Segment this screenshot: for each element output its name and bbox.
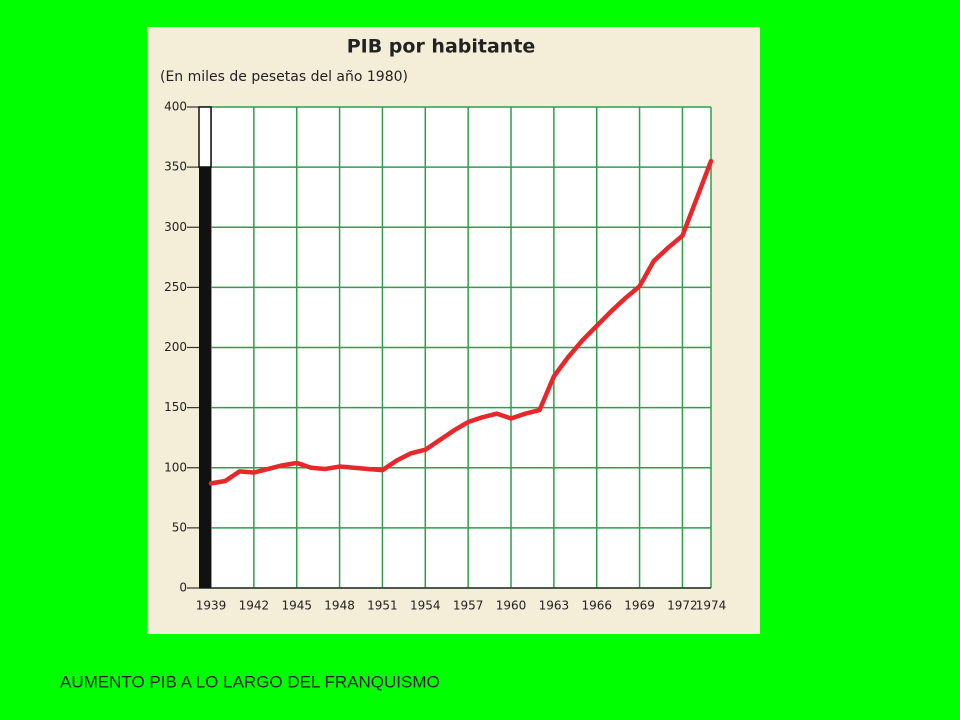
axis-strip	[199, 167, 211, 588]
x-tick-label: 1945	[281, 599, 312, 613]
y-tick-label: 200	[164, 340, 187, 354]
chart-subtitle: (En miles de pesetas del año 1980)	[160, 69, 408, 85]
x-tick-label: 1948	[324, 599, 355, 613]
axis-strip-top	[198, 106, 212, 168]
y-tick-label: 400	[164, 100, 187, 114]
y-tick-label: 350	[164, 160, 187, 174]
line	[208, 158, 714, 486]
x-tick-label: 1960	[496, 599, 527, 613]
x-tick-label: 1951	[367, 599, 398, 613]
y-tick-label: 150	[164, 400, 187, 414]
y-tick-label: 50	[172, 520, 187, 534]
caption: AUMENTO PIB A LO LARGO DEL FRANQUISMO	[60, 672, 440, 691]
x-tick-label: 1966	[581, 599, 612, 613]
y-tick-label: 0	[179, 581, 187, 595]
x-tick-label: 1963	[539, 599, 570, 613]
chart-title: PIB por habitante	[347, 36, 536, 58]
x-tick-label: 1974	[696, 599, 727, 613]
y-tick-label: 250	[164, 280, 187, 294]
y-tick-label: 300	[164, 220, 187, 234]
x-tick-label: 1954	[410, 599, 441, 613]
x-tick-label: 1942	[239, 599, 270, 613]
x-tick-label: 1969	[624, 599, 655, 613]
marks	[208, 158, 714, 486]
x-tick-label: 1957	[453, 599, 484, 613]
x-tick-label: 1972	[667, 599, 698, 613]
y-tick-label: 100	[164, 460, 187, 474]
x-tick-label: 1939	[196, 599, 227, 613]
